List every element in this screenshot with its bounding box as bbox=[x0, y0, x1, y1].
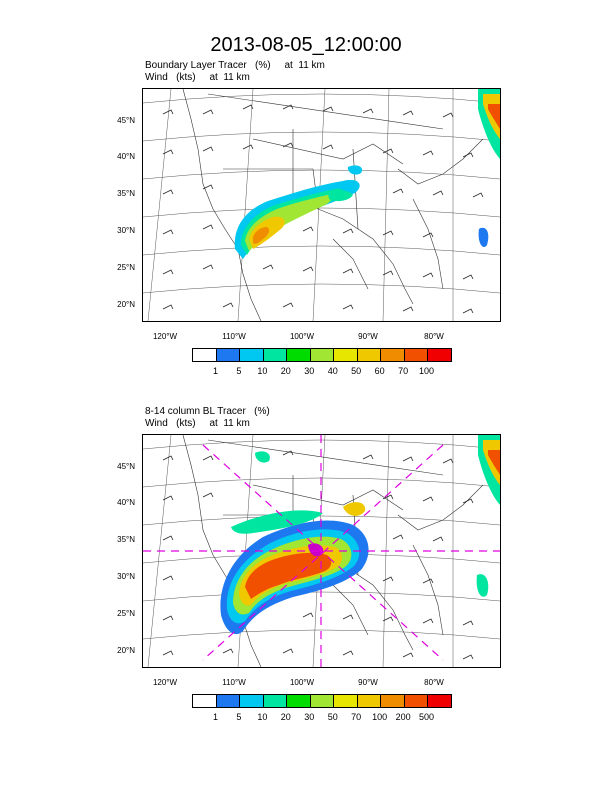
panel1-map-graphic bbox=[143, 89, 500, 321]
colorbar-cell bbox=[310, 349, 335, 361]
colorbar-label: 20 bbox=[280, 366, 291, 376]
colorbar-label: 100 bbox=[419, 366, 435, 376]
colorbar-cell bbox=[357, 349, 382, 361]
panel2-colorbar bbox=[192, 694, 452, 708]
colorbar-cell bbox=[263, 349, 288, 361]
colorbar-label: 5 bbox=[236, 366, 242, 376]
colorbar-label: 1 bbox=[212, 366, 218, 376]
colorbar-label: 60 bbox=[374, 366, 385, 376]
panel2-lat-40: 40°N bbox=[117, 498, 135, 507]
colorbar-cell bbox=[310, 695, 335, 707]
colorbar-cell bbox=[357, 695, 382, 707]
panel2-lon-80: 80°W bbox=[424, 678, 444, 687]
panel1-lon-110: 110°W bbox=[222, 332, 246, 341]
colorbar-cell bbox=[216, 695, 241, 707]
panel1-lon-100: 100°W bbox=[289, 332, 315, 341]
panel2-lon-90: 90°W bbox=[358, 678, 378, 687]
panel2-lat-35: 35°N bbox=[117, 535, 135, 544]
panel2-lon-120: 120°W bbox=[152, 678, 178, 687]
panel1-lon-120: 120°W bbox=[152, 332, 178, 341]
panel2-lon-100: 100°W bbox=[289, 678, 315, 687]
colorbar-label: 50 bbox=[327, 712, 338, 722]
colorbar-cell bbox=[428, 695, 452, 707]
colorbar-cell bbox=[381, 695, 405, 707]
colorbar-cell bbox=[287, 349, 311, 361]
colorbar-label: 10 bbox=[257, 712, 268, 722]
colorbar-cell bbox=[404, 349, 429, 361]
panel1-lat-40: 40°N bbox=[117, 152, 135, 161]
colorbar-cell bbox=[263, 695, 288, 707]
colorbar-label: 50 bbox=[351, 366, 362, 376]
colorbar-label: 30 bbox=[304, 366, 315, 376]
panel1-map bbox=[142, 88, 501, 322]
colorbar-label: 70 bbox=[351, 712, 362, 722]
colorbar-cell bbox=[193, 695, 217, 707]
colorbar-cell bbox=[381, 349, 405, 361]
colorbar-label: 30 bbox=[304, 712, 315, 722]
colorbar-cell bbox=[334, 349, 358, 361]
panel2-lat-25: 25°N bbox=[117, 609, 135, 618]
colorbar-label: 100 bbox=[372, 712, 388, 722]
panel2-map-graphic bbox=[143, 435, 500, 667]
colorbar-cell bbox=[287, 695, 311, 707]
panel1-lat-45: 45°N bbox=[117, 116, 135, 125]
panel2-lat-45: 45°N bbox=[117, 462, 135, 471]
panel1-title-line2: Wind (kts) at 11 km bbox=[145, 72, 250, 83]
colorbar-cell bbox=[404, 695, 429, 707]
panel1-lon-90: 90°W bbox=[358, 332, 378, 341]
panel1-lat-20: 20°N bbox=[117, 300, 135, 309]
colorbar-cell bbox=[240, 695, 264, 707]
panel1-lat-35: 35°N bbox=[117, 189, 135, 198]
panel2-map bbox=[142, 434, 501, 668]
colorbar-cell bbox=[334, 695, 358, 707]
colorbar-cell bbox=[240, 349, 264, 361]
colorbar-label: 10 bbox=[257, 366, 268, 376]
colorbar-label: 1 bbox=[212, 712, 218, 722]
panel1-lat-30: 30°N bbox=[117, 226, 135, 235]
panel2-lon-110: 110°W bbox=[222, 678, 246, 687]
panel2-title-line2: Wind (kts) at 11 km bbox=[145, 418, 250, 429]
page-title: 2013-08-05_12:00:00 bbox=[210, 34, 402, 56]
colorbar-label: 40 bbox=[327, 366, 338, 376]
panel2-title-line1: 8-14 column BL Tracer (%) bbox=[145, 406, 270, 417]
colorbar-label: 200 bbox=[395, 712, 411, 722]
colorbar-cell bbox=[193, 349, 217, 361]
panel1-title-line1: Boundary Layer Tracer (%) at 11 km bbox=[145, 60, 325, 71]
colorbar-label: 5 bbox=[236, 712, 242, 722]
colorbar-cell bbox=[428, 349, 452, 361]
panel2-lat-30: 30°N bbox=[117, 572, 135, 581]
colorbar-label: 70 bbox=[398, 366, 409, 376]
panel1-colorbar bbox=[192, 348, 452, 362]
colorbar-label: 20 bbox=[280, 712, 291, 722]
panel1-lat-25: 25°N bbox=[117, 263, 135, 272]
colorbar-label: 500 bbox=[419, 712, 435, 722]
colorbar-cell bbox=[216, 349, 241, 361]
panel2-lat-20: 20°N bbox=[117, 646, 135, 655]
panel1-lon-80: 80°W bbox=[424, 332, 444, 341]
